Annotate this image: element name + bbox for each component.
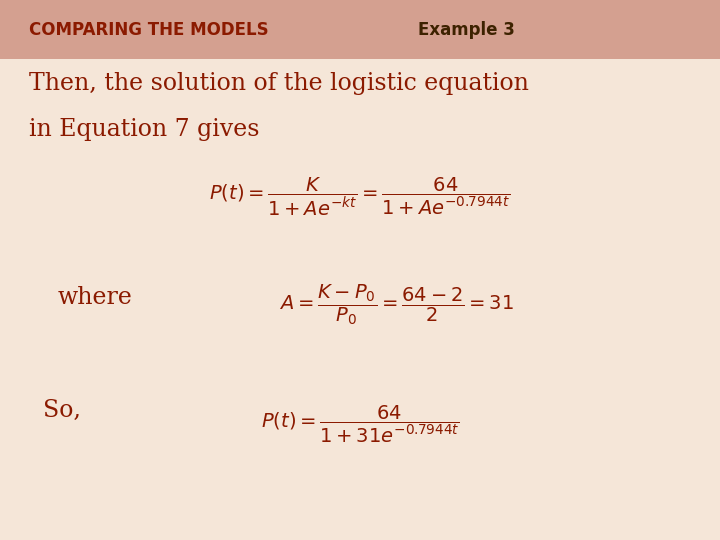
Text: $P(t) = \dfrac{K}{1+Ae^{-kt}} = \dfrac{64}{1+Ae^{-0.7944t}}$: $P(t) = \dfrac{K}{1+Ae^{-kt}} = \dfrac{6… [210, 176, 510, 218]
Text: Example 3: Example 3 [418, 21, 515, 39]
Text: in Equation 7 gives: in Equation 7 gives [29, 118, 259, 141]
Text: So,: So, [43, 399, 81, 422]
FancyBboxPatch shape [0, 0, 720, 59]
Text: $P(t) = \dfrac{64}{1+31e^{-0.7944t}}$: $P(t) = \dfrac{64}{1+31e^{-0.7944t}}$ [261, 403, 459, 444]
Text: Then, the solution of the logistic equation: Then, the solution of the logistic equat… [29, 72, 528, 95]
Text: $A = \dfrac{K-P_0}{P_0} = \dfrac{64-2}{2} = 31$: $A = \dfrac{K-P_0}{P_0} = \dfrac{64-2}{2… [279, 283, 513, 327]
Text: where: where [58, 286, 132, 308]
Text: COMPARING THE MODELS: COMPARING THE MODELS [29, 21, 269, 39]
